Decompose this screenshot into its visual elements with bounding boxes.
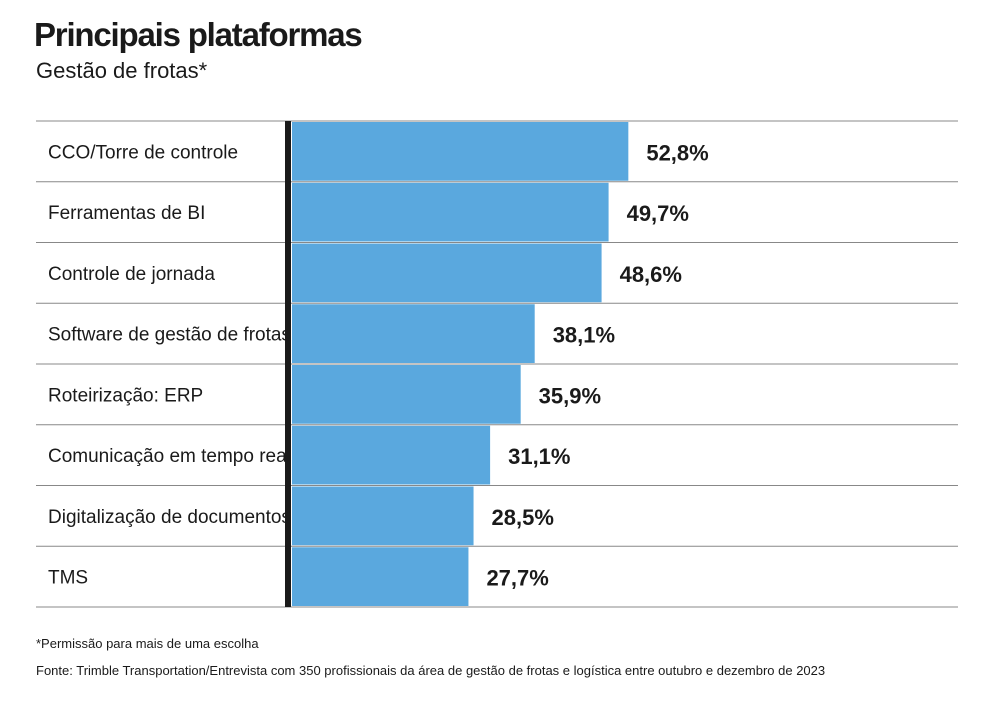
value-label: 27,7% <box>486 566 548 591</box>
category-label: Roteirização: ERP <box>48 385 203 406</box>
chart-subtitle: Gestão de frotas* <box>36 58 208 83</box>
bar <box>292 182 609 242</box>
value-label: 31,1% <box>508 444 570 469</box>
bar <box>292 304 535 363</box>
value-label: 35,9% <box>539 383 601 408</box>
footnote: *Permissão para mais de uma escolha <box>36 636 259 651</box>
value-label: 28,5% <box>492 505 554 530</box>
value-label: 52,8% <box>646 140 708 165</box>
chart-title: Principais plataformas <box>34 16 363 53</box>
bar <box>292 547 469 606</box>
category-label: Digitalização de documentos <box>48 507 291 528</box>
bar <box>292 243 602 303</box>
value-label: 38,1% <box>553 323 615 348</box>
category-label: TMS <box>48 568 88 589</box>
category-label: Controle de jornada <box>48 264 215 285</box>
category-label: Ferramentas de BI <box>48 203 205 224</box>
bar <box>292 425 491 485</box>
value-label: 49,7% <box>627 201 689 226</box>
category-label: Software de gestão de frotas <box>48 325 291 346</box>
category-label: CCO/Torre de controle <box>48 142 238 163</box>
bar <box>292 486 474 546</box>
bar <box>292 122 629 181</box>
bar <box>292 365 521 424</box>
value-label: 48,6% <box>620 262 682 287</box>
category-label: Comunicação em tempo real <box>48 446 291 467</box>
axis-line <box>285 121 291 607</box>
source-note: Fonte: Trimble Transportation/Entrevista… <box>36 663 826 678</box>
